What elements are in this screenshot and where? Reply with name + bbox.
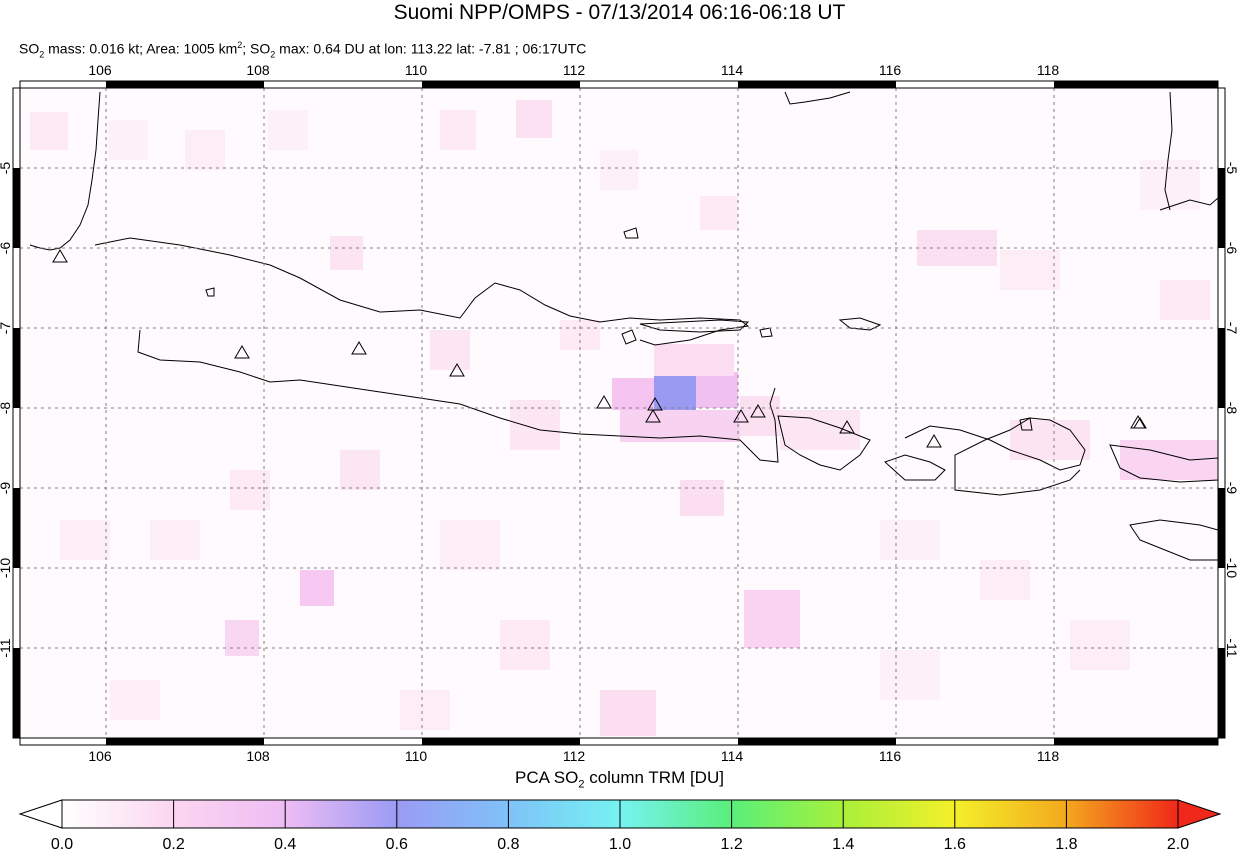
lat-tick-left: -6 (0, 241, 13, 255)
colorbar-tick-label: 1.2 (720, 836, 743, 853)
triangle-icon (750, 404, 766, 418)
lon-tick-bottom: 110 (404, 748, 428, 764)
triangle-icon (647, 397, 663, 411)
colorbar-title: PCA SO2 column TRM [DU] (515, 768, 724, 791)
lon-tick-top: 116 (878, 62, 902, 78)
lon-tick-top: 110 (404, 62, 428, 78)
lat-tick-left: -9 (0, 481, 13, 495)
lat-tick-right: -11 (1224, 638, 1239, 658)
lon-tick-bottom: 106 (88, 748, 112, 764)
colorbar-tick-label: 0.6 (385, 836, 408, 853)
colorbar-tick-label: 0.2 (162, 836, 185, 853)
map-frame (12, 80, 1226, 746)
colorbar-tick-label: 0.8 (497, 836, 520, 853)
so2-pixel-field (20, 88, 1218, 738)
map-title: Suomi NPP/OMPS - 07/13/2014 06:16-06:18 … (393, 1, 846, 24)
triangle-icon (52, 249, 68, 263)
triangle-icon (1133, 417, 1147, 429)
colorbar-tick-label: 0.0 (50, 836, 74, 853)
colorbar-over-arrow (1177, 799, 1222, 829)
triangle-icon (926, 434, 942, 448)
triangle-icon (351, 341, 367, 355)
lat-tick-right: -9 (1224, 481, 1239, 495)
colorbar-tick-label: 1.4 (832, 836, 855, 853)
triangle-icon (596, 395, 612, 409)
lon-tick-top: 106 (88, 62, 112, 78)
lon-tick-bottom: 112 (562, 748, 586, 764)
volcano-markers (52, 249, 1147, 448)
colorbar-tick-label: 1.0 (608, 836, 632, 853)
colorbar-tick-label: 2.0 (1166, 836, 1190, 853)
map-subtitle: SO2 mass: 0.016 kt; Area: 1005 km2; SO2 … (19, 40, 587, 60)
triangle-icon (645, 409, 661, 423)
colorbar-tick-label: 1.6 (943, 836, 966, 853)
lat-tick-left: -5 (0, 161, 13, 175)
lon-tick-bottom: 114 (720, 748, 744, 764)
triangle-icon (733, 409, 749, 423)
lat-tick-left: -10 (0, 557, 13, 579)
lon-tick-bottom: 108 (246, 748, 270, 764)
colorbar-tick-label: 1.8 (1055, 836, 1078, 853)
lat-tick-right: -7 (1224, 321, 1239, 335)
triangle-icon (449, 363, 465, 377)
lat-tick-right: -5 (1224, 161, 1239, 175)
lon-tick-top: 112 (562, 62, 586, 78)
lon-tick-top: 108 (246, 62, 270, 78)
triangle-icon (234, 345, 250, 359)
lat-tick-left: -11 (0, 638, 13, 658)
lat-tick-left: -7 (0, 321, 13, 335)
colorbar (18, 799, 1222, 829)
lon-tick-top: 114 (720, 62, 744, 78)
lon-tick-bottom: 118 (1036, 748, 1060, 764)
triangle-icon (839, 420, 855, 434)
lon-tick-top: 118 (1036, 62, 1060, 78)
colorbar-under-arrow (18, 799, 63, 829)
graticule (20, 88, 1218, 738)
lat-tick-right: -8 (1224, 401, 1239, 415)
lon-tick-bottom: 116 (878, 748, 902, 764)
lat-tick-right: -6 (1224, 241, 1239, 255)
lat-tick-right: -10 (1224, 557, 1239, 579)
colorbar-tick-label: 0.4 (274, 836, 297, 853)
lat-tick-left: -8 (0, 401, 13, 415)
